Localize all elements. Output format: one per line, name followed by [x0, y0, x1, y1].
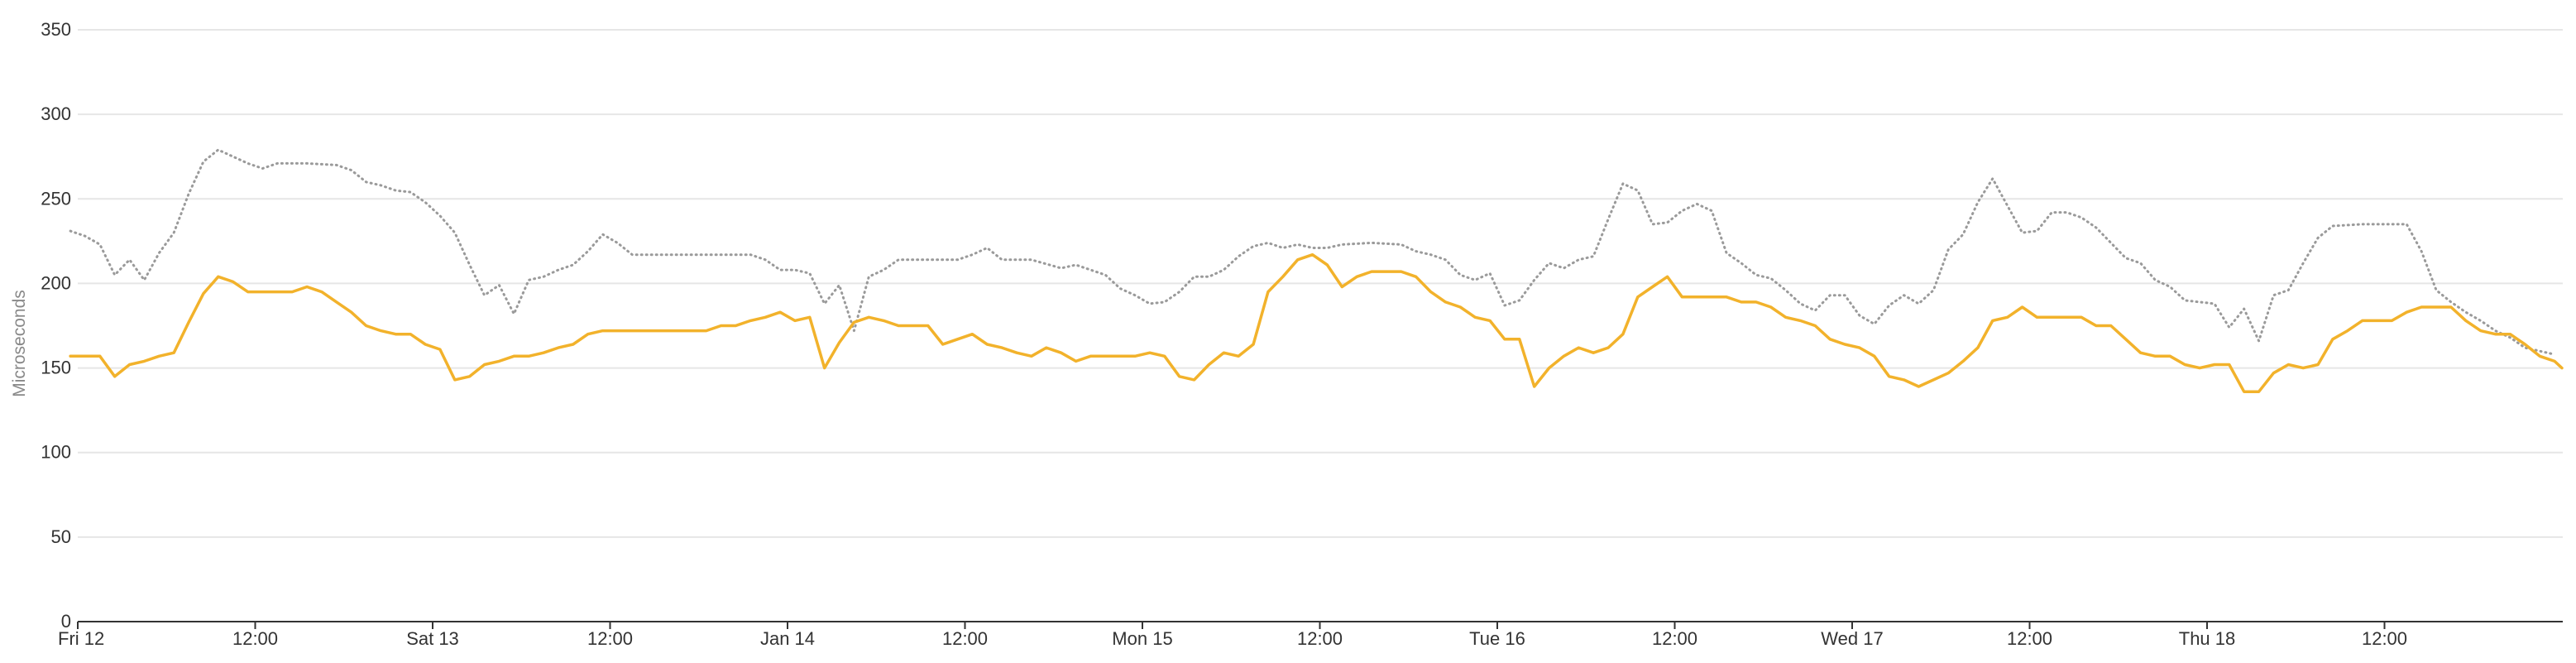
x-tick-label: Fri 12 [58, 628, 104, 649]
y-tick-label: 0 [61, 611, 71, 632]
x-tick-label: 12:00 [1297, 628, 1343, 649]
y-axis-tick-labels: 0 50 100 150 200 250 300 350 [41, 19, 71, 632]
grid-lines [78, 29, 2563, 538]
x-tick-label: Jan 14 [760, 628, 815, 649]
y-axis-title: Microseconds [10, 290, 29, 397]
x-tick-label: Mon 15 [1112, 628, 1172, 649]
y-tick-label: 250 [41, 188, 71, 209]
y-tick-label: 300 [41, 103, 71, 124]
y-tick-label: 350 [41, 19, 71, 40]
x-axis: Fri 12 12:00 Sat 13 12:00 Jan 14 12:00 Mon 15 1… [58, 621, 2563, 649]
series-line-solid [69, 252, 2564, 393]
x-tick-label: 12:00 [232, 628, 278, 649]
y-tick-label: 100 [41, 442, 71, 463]
x-tick-label: 12:00 [2007, 628, 2052, 649]
x-tick-label: Tue 16 [1469, 628, 1525, 649]
series-lines [69, 148, 2564, 393]
y-tick-label: 150 [41, 358, 71, 378]
x-tick-label: 12:00 [587, 628, 633, 649]
x-tick-label: 12:00 [1652, 628, 1697, 649]
y-tick-label: 200 [41, 272, 71, 293]
x-tick-label: 12:00 [2362, 628, 2407, 649]
x-tick-label: 12:00 [942, 628, 988, 649]
x-tick-label: Sat 13 [406, 628, 459, 649]
x-tick-label: Thu 18 [2179, 628, 2236, 649]
y-tick-label: 50 [51, 526, 71, 547]
series-line-dotted [69, 148, 2556, 356]
x-tick-label: Wed 17 [1821, 628, 1883, 649]
